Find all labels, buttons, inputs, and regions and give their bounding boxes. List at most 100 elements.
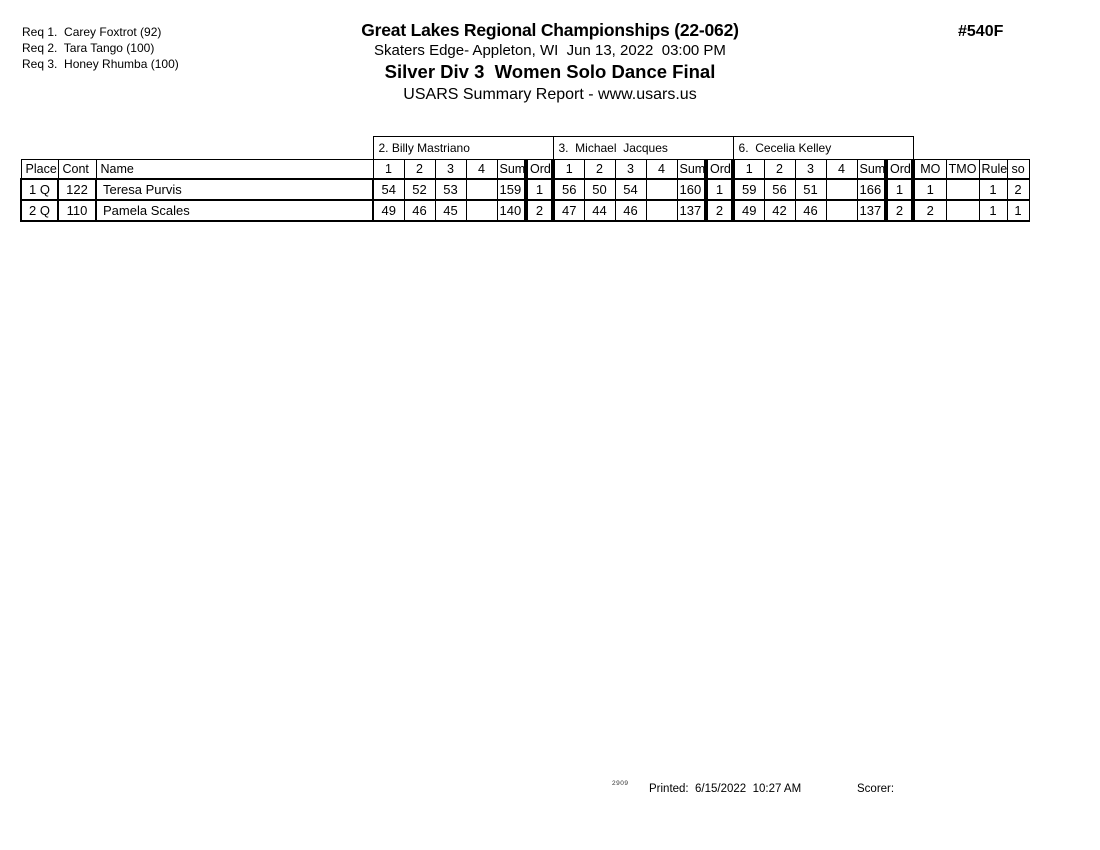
judge-row-spacer-right — [913, 137, 1029, 160]
col-header-so: so — [1006, 159, 1030, 179]
rule-cell: 1 — [978, 177, 1008, 201]
score-cell — [825, 177, 858, 201]
col-header-place: Place — [20, 159, 59, 179]
col-header-j2-3: 3 — [614, 159, 647, 179]
score-cell: 47 — [552, 198, 585, 222]
score-cell — [465, 198, 498, 222]
score-cell: 51 — [794, 177, 827, 201]
result-row-2: 2 Q 110 Pamela Scales 49 46 45 140 2 47 … — [20, 198, 1030, 222]
report-header: Great Lakes Regional Championships (22-0… — [0, 20, 1100, 105]
ord-cell: 2 — [524, 198, 555, 222]
sum-cell: 140 — [496, 198, 527, 222]
report-footer: 2909 Printed: 6/15/2022 10:27 AM Scorer: — [0, 779, 1100, 799]
sum-cell: 166 — [856, 177, 887, 201]
result-row-1: 1 Q 122 Teresa Purvis 54 52 53 159 1 56 … — [20, 177, 1030, 201]
championship-title: Great Lakes Regional Championships (22-0… — [361, 20, 739, 40]
place-cell: 1 Q — [20, 177, 59, 201]
col-header-tmo: TMO — [945, 159, 980, 179]
score-cell: 56 — [763, 177, 796, 201]
score-cell: 44 — [583, 198, 616, 222]
so-cell: 2 — [1006, 177, 1030, 201]
mo-cell: 2 — [912, 198, 947, 222]
printed-datetime: 6/15/2022 10:27 AM — [695, 783, 802, 795]
score-cell: 54 — [372, 177, 405, 201]
score-cell: 52 — [403, 177, 436, 201]
document-code: #540F — [958, 23, 1004, 40]
score-cell: 53 — [434, 177, 467, 201]
event-title: Silver Div 3 Women Solo Dance Final — [384, 61, 716, 82]
score-cell — [825, 198, 858, 222]
column-headers-row: Place Cont Name 1 2 3 4 Sum Ord 1 2 3 4 … — [20, 159, 1030, 179]
col-header-j2-4: 4 — [645, 159, 678, 179]
score-cell: 49 — [372, 198, 405, 222]
col-header-j1-3: 3 — [434, 159, 467, 179]
requirements-list: Req 1. Carey Foxtrot (92) Req 2. Tara Ta… — [22, 24, 179, 72]
col-header-mo: MO — [912, 159, 947, 179]
printed-line: Printed: 6/15/2022 10:27 AM — [649, 783, 801, 795]
score-cell: 46 — [614, 198, 647, 222]
sum-cell: 160 — [676, 177, 707, 201]
ord-cell: 1 — [524, 177, 555, 201]
col-header-j2-sum: Sum — [676, 159, 707, 179]
sum-cell: 137 — [676, 198, 707, 222]
judge-2-name: 3. Michael Jacques — [552, 136, 734, 160]
report-type-line: USARS Summary Report - www.usars.us — [403, 86, 697, 103]
score-cell: 46 — [403, 198, 436, 222]
version-mark: 2909 — [612, 780, 629, 787]
col-header-j1-2: 2 — [403, 159, 436, 179]
judge-1-name: 2. Billy Mastriano — [372, 136, 554, 160]
score-cell: 50 — [583, 177, 616, 201]
requirement-line-2: Req 2. Tara Tango (100) — [22, 41, 155, 55]
col-header-j2-2: 2 — [583, 159, 616, 179]
score-cell: 45 — [434, 198, 467, 222]
col-header-j3-4: 4 — [825, 159, 858, 179]
judge-row-spacer-left — [21, 137, 373, 160]
col-header-j1-1: 1 — [372, 159, 405, 179]
score-cell: 46 — [794, 198, 827, 222]
col-header-j2-1: 1 — [552, 159, 585, 179]
results-table: 2. Billy Mastriano 3. Michael Jacques 6.… — [20, 136, 1030, 222]
ord-cell: 2 — [884, 198, 916, 222]
score-cell: 49 — [732, 198, 765, 222]
col-header-j3-ord: Ord — [884, 159, 916, 179]
requirement-line-1: Req 1. Carey Foxtrot (92) — [22, 25, 162, 39]
col-header-j3-3: 3 — [794, 159, 827, 179]
ord-cell: 1 — [884, 177, 916, 201]
col-header-j1-4: 4 — [465, 159, 498, 179]
cont-cell: 122 — [57, 177, 97, 201]
requirement-line-3: Req 3. Honey Rhumba (100) — [22, 57, 179, 71]
scorer-label: Scorer: — [857, 783, 895, 795]
ord-cell: 2 — [703, 198, 736, 222]
score-cell: 56 — [552, 177, 585, 201]
ord-cell: 1 — [703, 177, 736, 201]
venue-date-line: Skaters Edge- Appleton, WI Jun 13, 2022 … — [374, 42, 726, 59]
col-header-j1-ord: Ord — [524, 159, 555, 179]
so-cell: 1 — [1006, 198, 1030, 222]
score-cell — [645, 198, 678, 222]
col-header-cont: Cont — [57, 159, 97, 179]
tmo-cell — [945, 177, 980, 201]
score-cell: 54 — [614, 177, 647, 201]
score-cell: 59 — [732, 177, 765, 201]
judge-names-row: 2. Billy Mastriano 3. Michael Jacques 6.… — [21, 136, 1029, 160]
col-header-j2-ord: Ord — [703, 159, 736, 179]
mo-cell: 1 — [912, 177, 947, 201]
score-cell — [465, 177, 498, 201]
score-cell: 42 — [763, 198, 796, 222]
col-header-j3-2: 2 — [763, 159, 796, 179]
cont-cell: 110 — [57, 198, 97, 222]
judge-3-name: 6. Cecelia Kelley — [732, 136, 914, 160]
name-cell: Teresa Purvis — [95, 177, 374, 201]
place-cell: 2 Q — [20, 198, 59, 222]
col-header-j3-1: 1 — [732, 159, 765, 179]
col-header-name: Name — [95, 159, 374, 179]
col-header-j1-sum: Sum — [496, 159, 527, 179]
tmo-cell — [945, 198, 980, 222]
col-header-j3-sum: Sum — [856, 159, 887, 179]
col-header-rule: Rule — [978, 159, 1008, 179]
score-cell — [645, 177, 678, 201]
printed-label: Printed: — [649, 783, 689, 795]
sum-cell: 137 — [856, 198, 887, 222]
name-cell: Pamela Scales — [95, 198, 374, 222]
